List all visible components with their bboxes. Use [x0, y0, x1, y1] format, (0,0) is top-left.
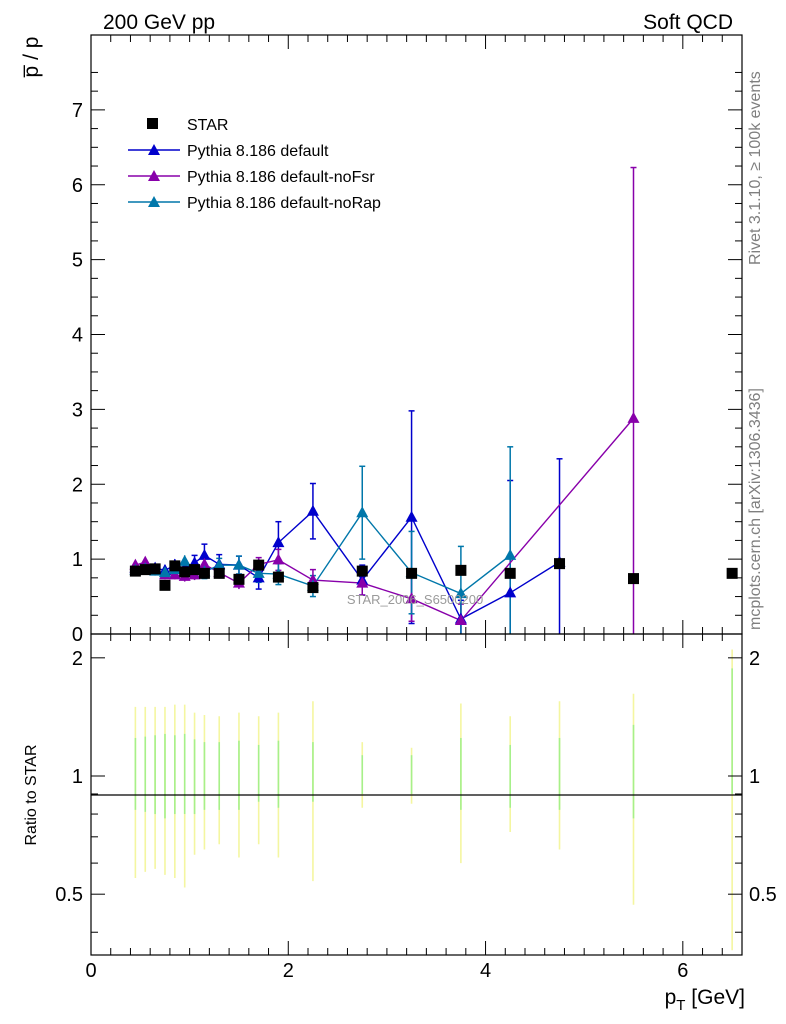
ratio-panel: 0.5 1 2 0.5 1 2	[55, 633, 777, 956]
data-point-norap	[356, 506, 369, 518]
data-point-star	[139, 564, 151, 576]
legend-label-nofsr: Pythia 8.186 default-noFsr	[187, 169, 375, 186]
legend-label-star: STAR	[187, 117, 228, 134]
legend-marker-star	[147, 118, 158, 129]
legend-item-default: Pythia 8.186 default	[128, 143, 329, 160]
header-right-label: Soft QCD	[643, 11, 733, 34]
x-tick-label-0: 0	[85, 960, 96, 982]
ratio-y-tick-label-right-0.5: 0.5	[749, 884, 777, 906]
data-point-norap	[158, 566, 171, 578]
rivet-version-label: Rivet 3.1.10, ≥ 100k events	[747, 71, 764, 265]
data-point-norap	[504, 548, 517, 560]
ratio-y-axis-label: Ratio to STAR	[23, 744, 40, 845]
data-point-star	[159, 579, 171, 591]
mcplots-label: mcplots.cern.ch [arXiv:1306.3436]	[747, 388, 764, 630]
data-point-star	[272, 571, 284, 583]
data-point-nofsr	[139, 555, 152, 567]
data-point-star	[189, 564, 201, 576]
data-point-star	[356, 565, 368, 577]
x-axis-ticks: 0 2 4 6	[85, 35, 743, 982]
legend-item-norap: Pythia 8.186 default-noRap	[128, 195, 381, 212]
data-point-nofsr	[405, 592, 418, 604]
x-tick-label-2: 2	[283, 960, 294, 982]
legend-item-star: STAR	[147, 117, 228, 134]
main-panel: 0 1 2 3 4 5 6 7 STAR_2006_S6500200	[72, 34, 743, 646]
legend: STAR Pythia 8.186 default Pythia 8.186 d…	[128, 117, 381, 212]
data-point-norap	[213, 558, 226, 570]
ratio-y-tick-label-right-1: 1	[749, 766, 760, 788]
data-point-norap	[178, 554, 191, 566]
data-point-star	[554, 558, 566, 570]
y-tick-label-4: 4	[72, 325, 83, 347]
ratio-axis-ticks: 0.5 1 2 0.5 1 2	[55, 648, 777, 933]
y-tick-label-3: 3	[72, 399, 83, 421]
data-point-star	[726, 567, 738, 579]
main-y-axis-label: p̅ / p	[20, 37, 43, 79]
x-tick-label-4: 4	[480, 960, 491, 982]
data-point-star	[198, 567, 210, 579]
data-point-norap	[454, 587, 467, 599]
data-point-star	[179, 566, 191, 578]
main-axis-ticks: 0 1 2 3 4 5 6 7	[72, 71, 742, 646]
y-tick-label-7: 7	[72, 100, 83, 122]
data-point-default	[405, 510, 418, 522]
data-point-norap	[252, 566, 265, 578]
legend-label-norap: Pythia 8.186 default-noRap	[187, 195, 381, 212]
data-point-star	[455, 564, 467, 576]
ratio-y-tick-label-right-2: 2	[749, 648, 760, 670]
y-tick-label-6: 6	[72, 175, 83, 197]
data-point-default	[504, 586, 517, 598]
data-point-nofsr	[198, 557, 211, 569]
data-point-nofsr	[272, 553, 285, 565]
data-point-star	[129, 565, 141, 577]
y-tick-label-5: 5	[72, 250, 83, 272]
legend-item-nofsr: Pythia 8.186 default-noFsr	[128, 169, 375, 186]
data-point-default	[306, 504, 319, 516]
data-point-star	[233, 573, 245, 585]
ratio-y-tick-label-2: 2	[72, 648, 83, 670]
x-axis-label: pT [GeV]	[665, 986, 745, 1014]
data-point-norap	[232, 558, 245, 570]
data-point-nofsr	[454, 614, 467, 626]
main-series-markers	[129, 411, 738, 626]
ratio-frame	[90, 633, 743, 956]
data-point-star	[504, 567, 516, 579]
x-tick-label-6: 6	[677, 960, 688, 982]
data-point-star	[213, 567, 225, 579]
data-point-star	[406, 567, 418, 579]
data-point-star	[628, 573, 639, 585]
ratio-y-tick-label-0.5: 0.5	[55, 884, 83, 906]
data-point-nofsr	[306, 573, 319, 585]
legend-label-default: Pythia 8.186 default	[187, 143, 329, 160]
data-point-default	[198, 548, 211, 560]
data-point-default	[272, 536, 285, 548]
ratio-y-tick-label-1: 1	[72, 766, 83, 788]
header-left-label: 200 GeV pp	[103, 11, 215, 34]
data-point-nofsr	[627, 411, 640, 423]
data-point-star	[149, 563, 161, 575]
y-tick-label-1: 1	[72, 549, 83, 571]
y-tick-label-2: 2	[72, 474, 83, 496]
data-point-star	[253, 559, 265, 571]
ratio-bands	[134, 649, 733, 951]
watermark-label: STAR_2006_S6500200	[347, 592, 483, 607]
data-point-nofsr	[356, 576, 369, 588]
data-point-star	[307, 582, 319, 594]
y-tick-label-0: 0	[72, 624, 83, 646]
data-point-star	[169, 560, 181, 572]
legend-marker-default	[148, 144, 160, 155]
legend-marker-nofsr	[148, 170, 160, 181]
legend-marker-norap	[148, 196, 160, 207]
